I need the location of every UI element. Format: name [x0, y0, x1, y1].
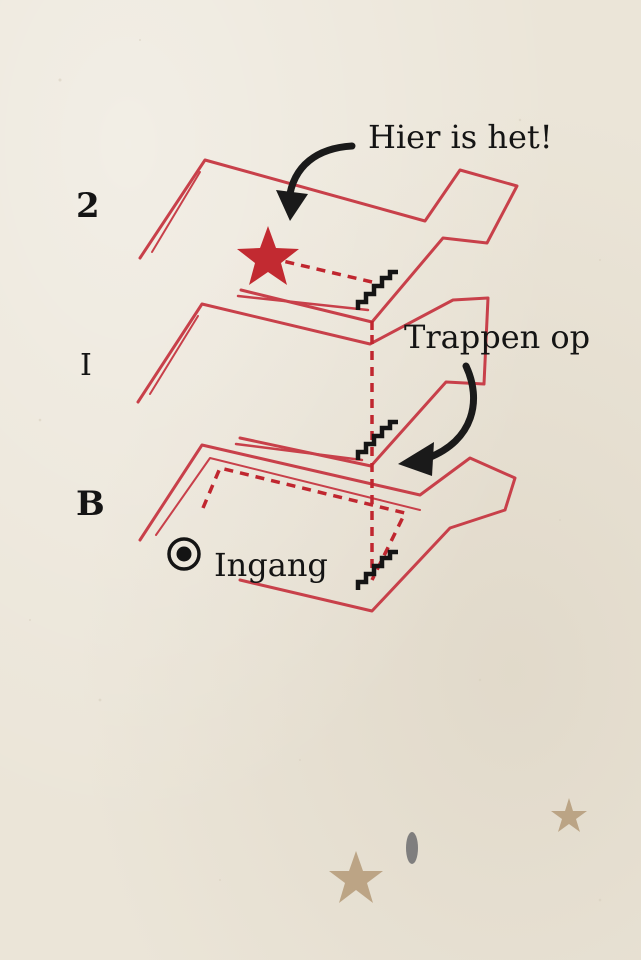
ink-smudge	[406, 832, 418, 864]
curved-arrow-icon	[276, 142, 356, 221]
floor-2-outline	[138, 158, 519, 324]
floor-label-b: B	[76, 484, 105, 524]
star-icon	[237, 226, 299, 285]
target-icon	[167, 537, 201, 571]
floor-1-outline	[136, 296, 490, 468]
floor-label-1: I	[80, 348, 92, 383]
floor-label-2: 2	[76, 186, 100, 226]
destination-callout: Hier is het!	[368, 118, 553, 156]
entrance-callout: Ingang	[214, 546, 328, 584]
stairs-icon	[355, 269, 398, 590]
paper-texture	[29, 39, 602, 902]
curved-arrow-icon	[398, 362, 477, 476]
route-path	[201, 256, 408, 581]
stairs-callout: Trappen op	[404, 318, 591, 356]
floor-b-outline	[138, 443, 517, 613]
decor-star-icon	[329, 798, 587, 903]
